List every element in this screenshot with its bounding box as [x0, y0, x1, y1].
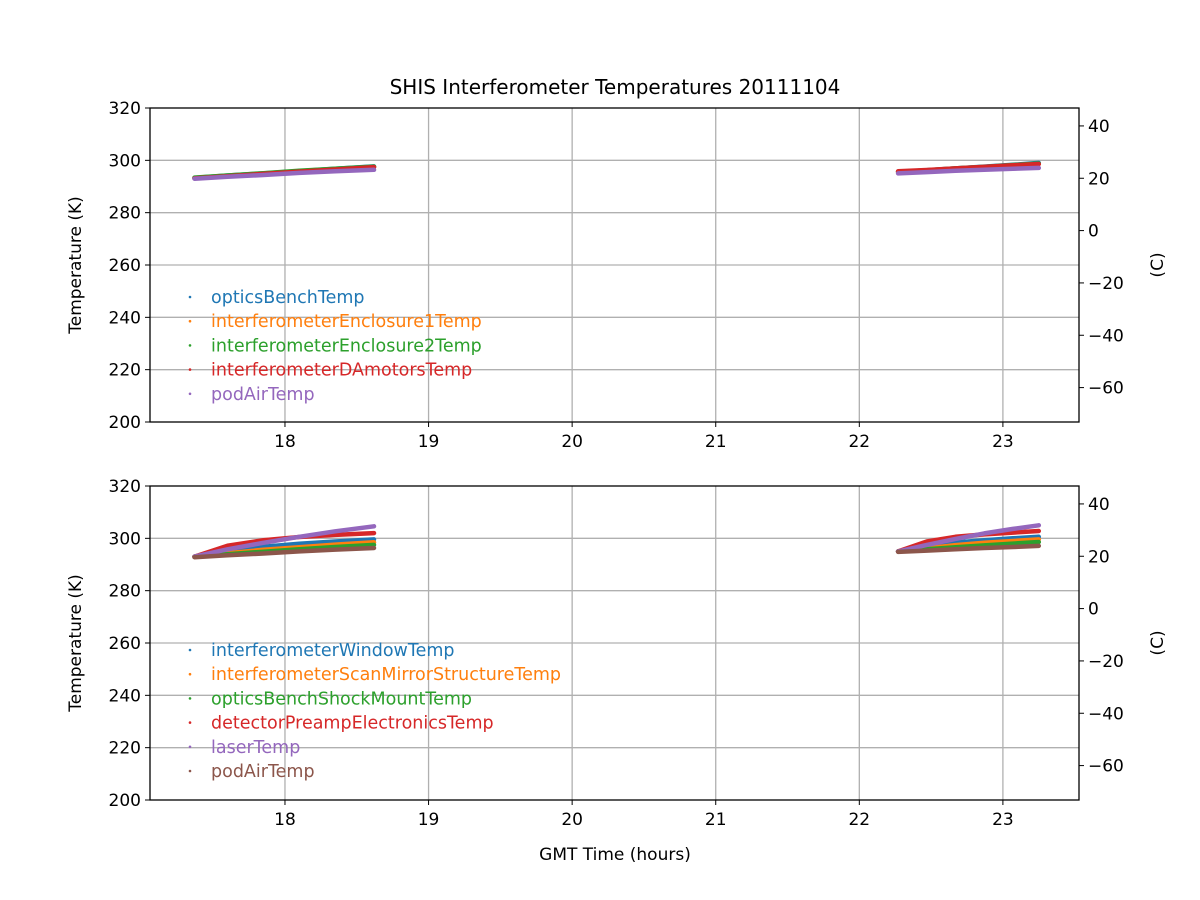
- legend-marker: [188, 721, 192, 724]
- series-line-podAirTemp: [895, 543, 1042, 555]
- legend-marker: [188, 392, 192, 396]
- right-y-tick-label: 0: [1088, 600, 1099, 620]
- chart-title: SHIS Interferometer Temperatures 2011110…: [390, 75, 841, 99]
- y-tick-label: 320: [109, 477, 141, 497]
- x-tick-label: 21: [705, 432, 727, 452]
- x-axis-label: GMT Time (hours): [539, 845, 691, 865]
- x-tick-label: 22: [848, 432, 870, 452]
- y-tick-label: 300: [109, 151, 141, 171]
- plot-frame: [149, 107, 1080, 423]
- legend-entry: podAirTemp: [211, 385, 315, 405]
- y-tick-label: 200: [109, 413, 141, 433]
- x-tick-label: 19: [418, 810, 440, 830]
- legend-marker: [188, 745, 192, 749]
- subplot-2: 18 19 20 21 22 23200220240260280300320−60−40−…: [66, 477, 1168, 830]
- y-axis-label: Temperature (K): [66, 196, 86, 335]
- x-tick-label: 21: [705, 810, 727, 830]
- legend-entry: laserTemp: [211, 738, 300, 758]
- series-line-podAirTemp: [192, 167, 377, 181]
- x-tick-label: 19: [418, 432, 440, 452]
- series-line-laserTemp: [895, 523, 1042, 554]
- x-tick-label: 18: [274, 810, 296, 830]
- y-tick-label: 200: [109, 791, 141, 811]
- series-line-podAirTemp: [895, 165, 1042, 176]
- series-line-laserTemp: [192, 524, 377, 559]
- plot-frame: [149, 485, 1080, 801]
- legend-entry: interferometerEnclosure2Temp: [211, 336, 482, 356]
- legend-entry: opticsBenchShockMountTemp: [211, 689, 472, 709]
- right-y-tick-label: −40: [1088, 704, 1124, 724]
- legend-entry: interferometerDAmotorsTemp: [211, 361, 472, 381]
- legend-marker: [188, 769, 192, 773]
- y-tick-label: 240: [109, 686, 141, 706]
- legend-marker: [188, 295, 192, 299]
- y-tick-label: 300: [109, 529, 141, 549]
- y-tick-label: 280: [109, 204, 141, 224]
- y-axis-label: Temperature (K): [66, 574, 86, 713]
- y-tick-label: 280: [109, 582, 141, 602]
- right-y-tick-label: −60: [1088, 757, 1124, 777]
- legend-marker: [188, 697, 192, 700]
- right-y-tick-label: 40: [1088, 495, 1110, 515]
- y-tick-label: 220: [109, 739, 141, 759]
- legend-marker: [188, 319, 192, 323]
- y-tick-label: 220: [109, 361, 141, 381]
- x-tick-label: 23: [992, 810, 1014, 830]
- right-y-tick-label: 20: [1088, 169, 1110, 189]
- legend-entry: podAirTemp: [211, 762, 315, 782]
- y-tick-label: 320: [109, 99, 141, 119]
- y-tick-label: 240: [109, 308, 141, 328]
- legend-entry: interferometerEnclosure1Temp: [211, 312, 482, 332]
- right-y-tick-label: 40: [1088, 117, 1110, 137]
- legend-marker: [188, 672, 192, 676]
- right-y-tick-label: 0: [1088, 222, 1099, 242]
- legend-marker: [188, 648, 192, 652]
- legend-marker: [188, 368, 192, 371]
- x-tick-label: 20: [561, 432, 583, 452]
- x-tick-label: 20: [561, 810, 583, 830]
- legend-marker: [188, 344, 192, 347]
- x-tick-label: 18: [274, 432, 296, 452]
- y-tick-label: 260: [109, 634, 141, 654]
- y-tick-label: 260: [109, 256, 141, 276]
- right-y-tick-label: 20: [1088, 547, 1110, 567]
- right-y-tick-label: −60: [1088, 379, 1124, 399]
- right-y-tick-label: −40: [1088, 326, 1124, 346]
- right-y-axis-label: (C): [1148, 630, 1168, 655]
- legend-entry: interferometerWindowTemp: [211, 641, 455, 661]
- x-tick-label: 22: [848, 810, 870, 830]
- right-y-tick-label: −20: [1088, 274, 1124, 294]
- subplot-1: 18 19 20 21 22 23200220240260280300320−60−40−…: [66, 99, 1168, 452]
- right-y-axis-label: (C): [1148, 252, 1168, 277]
- legend-entry: opticsBenchTemp: [211, 288, 365, 308]
- series-line-podAirTemp: [192, 545, 377, 560]
- legend-entry: interferometerScanMirrorStructureTemp: [211, 665, 561, 685]
- x-tick-label: 23: [992, 432, 1014, 452]
- legend-entry: detectorPreampElectronicsTemp: [211, 714, 494, 734]
- right-y-tick-label: −20: [1088, 652, 1124, 672]
